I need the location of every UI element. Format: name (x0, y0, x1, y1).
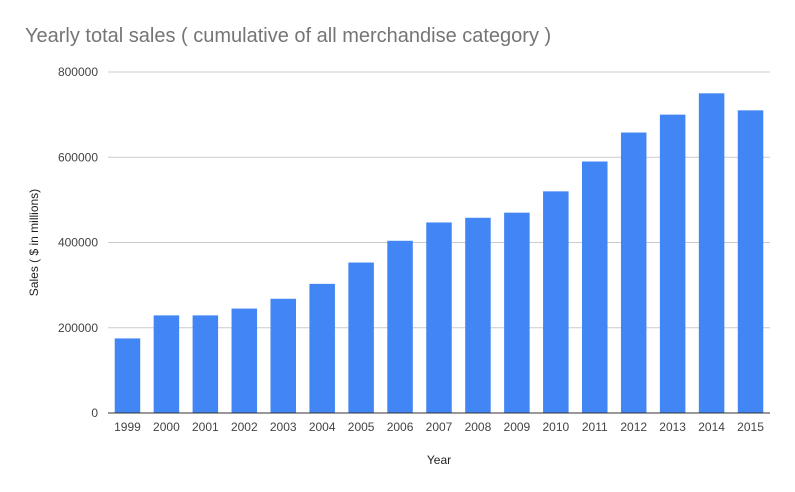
bar (192, 315, 219, 413)
x-tick-label: 2011 (582, 420, 608, 434)
x-tick-label: 2004 (309, 420, 336, 434)
y-tick-label: 0 (91, 406, 98, 420)
x-tick-label: 2008 (465, 420, 492, 434)
bar (348, 262, 374, 413)
chart-title: Yearly total sales ( cumulative of all m… (25, 25, 552, 47)
x-axis-ticks: 1999 2000 2001 2002 2003 2004 2005 2006 2007 2008… (114, 420, 764, 434)
x-tick-label: 2003 (270, 420, 297, 434)
x-tick-label: 2013 (659, 420, 686, 434)
x-tick-label: 2002 (231, 420, 258, 434)
y-tick-label: 600000 (58, 150, 98, 164)
bar (387, 240, 413, 413)
x-tick-label: 2015 (737, 420, 764, 434)
bar (270, 298, 296, 413)
bar (543, 191, 569, 413)
y-tick-label: 800000 (58, 65, 98, 79)
x-tick-label: 2007 (426, 420, 453, 434)
bar (426, 222, 452, 413)
bar (582, 161, 608, 413)
bar (504, 212, 530, 413)
x-tick-label: 2006 (387, 420, 414, 434)
y-axis-ticks: 0 200000 400000 600000 800000 (58, 65, 98, 420)
bar (698, 93, 725, 413)
y-axis-label: Sales ( $ in millions) (27, 189, 41, 296)
x-tick-label: 2009 (504, 420, 531, 434)
bar (153, 315, 180, 413)
x-tick-label: 2000 (153, 420, 180, 434)
x-axis-label: Year (427, 453, 451, 467)
x-tick-label: 2001 (192, 420, 219, 434)
bar (114, 338, 141, 413)
x-tick-label: 2010 (542, 420, 569, 434)
x-tick-label: 1999 (114, 420, 141, 434)
bar (309, 283, 335, 413)
x-tick-label: 2005 (348, 420, 375, 434)
bar (231, 308, 258, 413)
bar (465, 217, 491, 413)
bar (737, 110, 764, 414)
x-tick-label: 2014 (698, 420, 725, 434)
bars (114, 93, 764, 414)
x-tick-label: 2012 (620, 420, 647, 434)
y-tick-label: 200000 (58, 321, 98, 335)
bar (620, 132, 647, 413)
bar (659, 114, 686, 413)
y-tick-label: 400000 (58, 236, 98, 250)
